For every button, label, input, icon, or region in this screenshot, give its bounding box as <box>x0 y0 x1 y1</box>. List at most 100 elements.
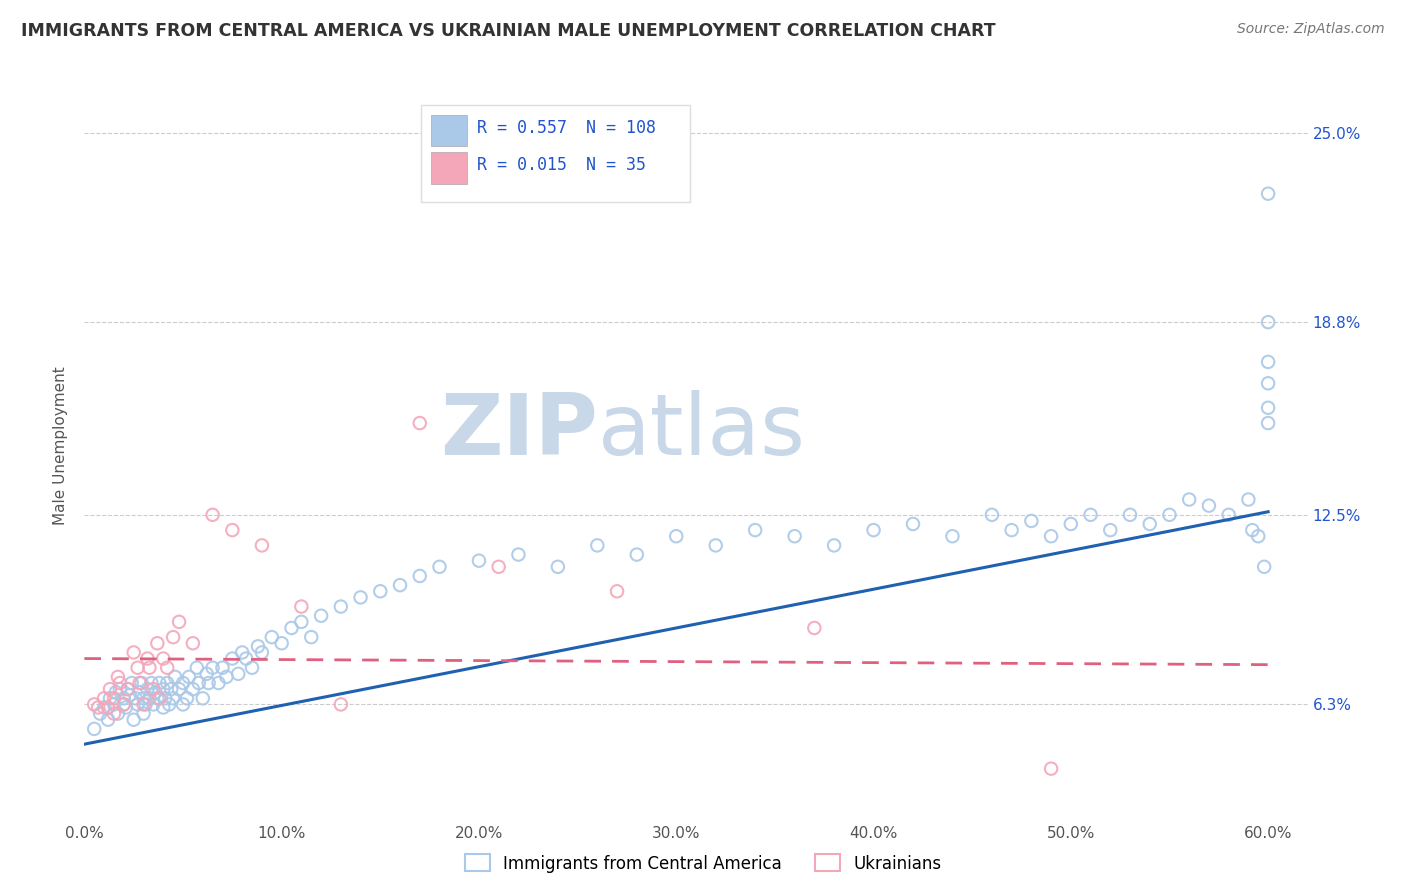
Point <box>127 698 149 712</box>
Point <box>83 722 105 736</box>
Point <box>1178 492 1201 507</box>
Point <box>145 685 167 699</box>
Point <box>142 682 165 697</box>
Text: N = 108: N = 108 <box>586 119 655 136</box>
Point <box>704 538 727 552</box>
Point <box>389 578 412 592</box>
Point <box>201 508 224 522</box>
Point <box>176 691 198 706</box>
Point <box>235 651 257 665</box>
Point <box>162 630 184 644</box>
Point <box>195 666 218 681</box>
Point <box>1139 516 1161 531</box>
Text: IMMIGRANTS FROM CENTRAL AMERICA VS UKRAINIAN MALE UNEMPLOYMENT CORRELATION CHART: IMMIGRANTS FROM CENTRAL AMERICA VS UKRAI… <box>21 22 995 40</box>
Point <box>1257 355 1279 369</box>
Point <box>429 559 451 574</box>
Text: ZIP: ZIP <box>440 390 598 473</box>
Point <box>250 645 273 659</box>
Point <box>1021 514 1043 528</box>
Point <box>1159 508 1181 522</box>
Point <box>744 523 766 537</box>
Point <box>240 661 263 675</box>
Point <box>136 651 159 665</box>
Point <box>191 691 214 706</box>
Point <box>152 651 174 665</box>
Point <box>665 529 688 543</box>
Point <box>93 700 115 714</box>
Point <box>1001 523 1024 537</box>
Point <box>128 685 150 699</box>
Point <box>260 630 283 644</box>
Point <box>1257 186 1279 201</box>
Point <box>117 682 139 697</box>
Y-axis label: Male Unemployment: Male Unemployment <box>53 367 69 525</box>
Point <box>83 698 105 712</box>
Point <box>131 676 153 690</box>
Point <box>103 691 125 706</box>
Point <box>112 698 135 712</box>
Point <box>586 538 609 552</box>
Point <box>122 713 145 727</box>
Point <box>138 691 160 706</box>
Point <box>118 688 141 702</box>
Point <box>368 584 391 599</box>
Point <box>1040 762 1063 776</box>
Point <box>135 698 157 712</box>
Point <box>280 621 302 635</box>
Point <box>1080 508 1102 522</box>
Point <box>1198 499 1220 513</box>
Point <box>108 682 131 697</box>
Point <box>128 676 150 690</box>
Point <box>98 691 121 706</box>
Point <box>108 676 131 690</box>
Point <box>112 698 135 712</box>
Point <box>93 691 115 706</box>
Point <box>862 523 884 537</box>
Point <box>783 529 806 543</box>
Point <box>132 691 155 706</box>
Point <box>1257 376 1279 391</box>
Point <box>186 661 208 675</box>
Point <box>157 698 180 712</box>
Point <box>547 559 569 574</box>
FancyBboxPatch shape <box>430 115 467 146</box>
Point <box>468 554 491 568</box>
Point <box>97 700 120 714</box>
Point <box>1257 416 1279 430</box>
Point <box>626 548 648 562</box>
Point <box>87 700 110 714</box>
Point <box>181 682 204 697</box>
Point <box>488 559 510 574</box>
Point <box>142 698 165 712</box>
Point <box>1247 529 1270 543</box>
Point <box>803 621 825 635</box>
Point <box>107 706 129 721</box>
Point <box>127 661 149 675</box>
Point <box>215 670 238 684</box>
Point <box>201 661 224 675</box>
Point <box>103 706 125 721</box>
Text: atlas: atlas <box>598 390 806 473</box>
Point <box>156 676 179 690</box>
Text: Source: ZipAtlas.com: Source: ZipAtlas.com <box>1237 22 1385 37</box>
Point <box>508 548 530 562</box>
Point <box>136 682 159 697</box>
FancyBboxPatch shape <box>420 105 690 202</box>
Text: R = 0.015: R = 0.015 <box>477 156 567 174</box>
Point <box>146 636 169 650</box>
Point <box>124 691 146 706</box>
Point <box>1099 523 1122 537</box>
Point <box>152 700 174 714</box>
Point <box>823 538 845 552</box>
Point <box>97 713 120 727</box>
Point <box>290 615 312 629</box>
Point <box>172 698 194 712</box>
Point <box>329 698 352 712</box>
Point <box>290 599 312 614</box>
Point <box>329 599 352 614</box>
Point <box>114 700 136 714</box>
FancyBboxPatch shape <box>430 153 467 184</box>
Point <box>250 538 273 552</box>
Point <box>1257 401 1279 415</box>
Point <box>107 670 129 684</box>
